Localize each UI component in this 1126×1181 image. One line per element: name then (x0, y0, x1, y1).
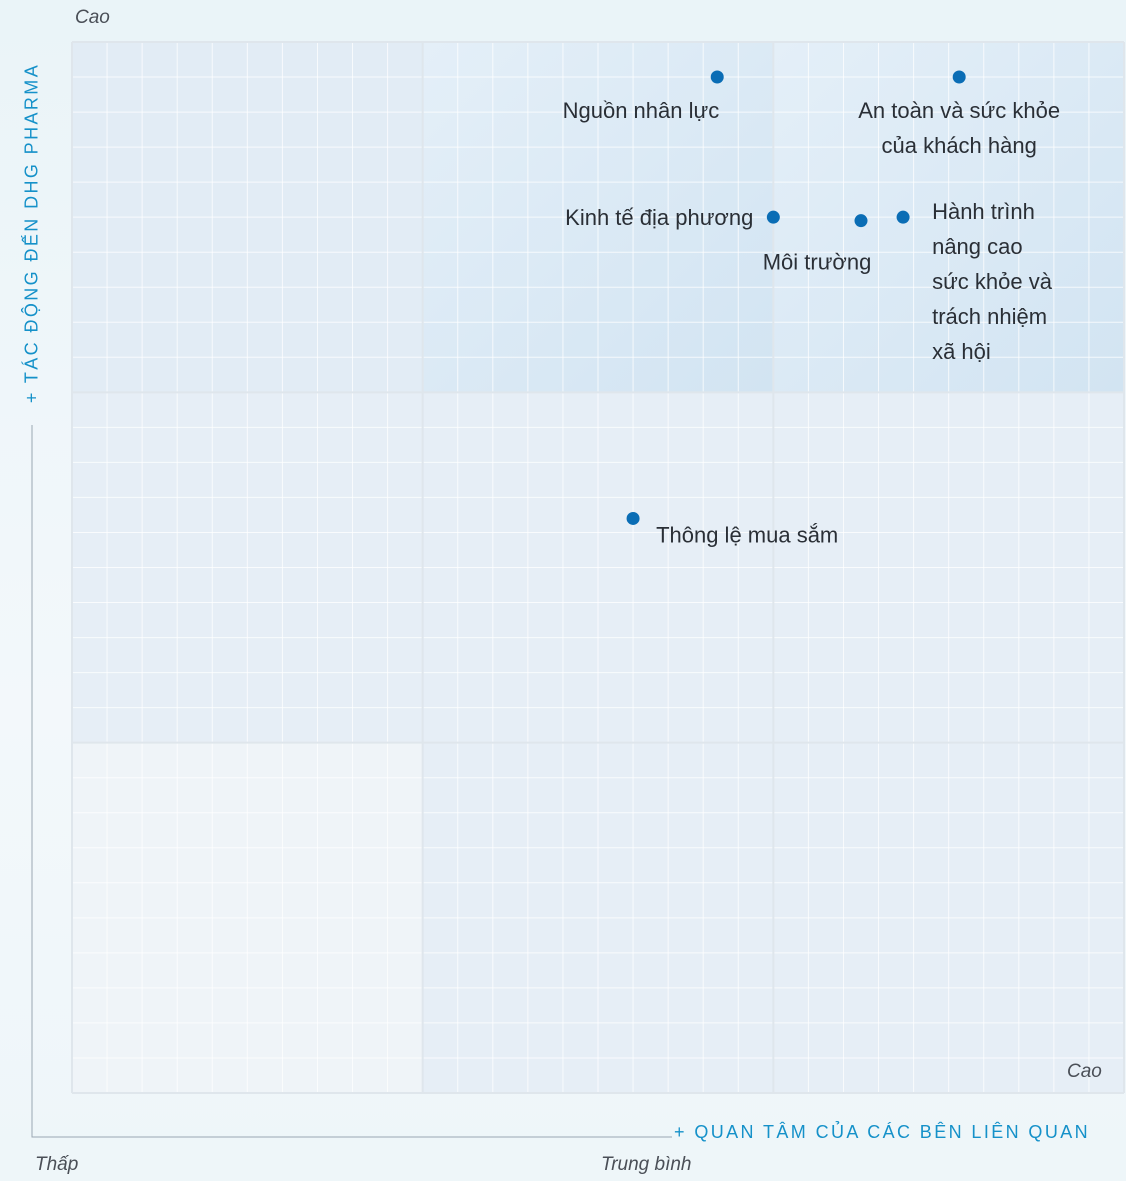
y-axis-high-label: Cao (75, 7, 110, 28)
point-label-line: của khách hàng (882, 133, 1037, 158)
data-point (854, 214, 868, 228)
x-axis-high-label: Cao (1067, 1061, 1102, 1082)
point-label: An toàn và sức khỏe của khách hàng (858, 98, 1060, 158)
data-point (896, 210, 910, 224)
point-label-line: sức khỏe và (932, 269, 1053, 294)
data-point (952, 70, 966, 84)
x-axis-title: + QUAN TÂM CỦA CÁC BÊN LIÊN QUAN (674, 1122, 1091, 1142)
point-label-line: trách nhiệm (932, 304, 1047, 329)
point-label-line: An toàn và sức khỏe (858, 98, 1060, 123)
point-label-line: Hành trình (932, 199, 1035, 224)
point-label-line: Nguồn nhân lực (563, 98, 720, 123)
data-point (626, 511, 640, 525)
point-label: Thông lệ mua sắm (656, 522, 838, 547)
point-label-line: Kinh tế địa phương (565, 205, 753, 230)
x-axis-mid-label: Trung bình (601, 1154, 692, 1175)
data-point (710, 70, 724, 84)
point-label-line: Môi trường (763, 250, 872, 275)
point-label: Môi trường (763, 250, 872, 275)
point-label: Kinh tế địa phương (565, 205, 753, 230)
point-label-line: xã hội (932, 339, 991, 364)
point-label: Hành trình nâng cao sức khỏe và trách nhiệm… (932, 199, 1053, 364)
y-axis-title: + TÁC ĐỘNG ĐẾN DHG PHARMA (21, 62, 42, 404)
point-label-line: nâng cao (932, 234, 1023, 259)
point-label: Nguồn nhân lực (563, 98, 720, 123)
data-point (766, 210, 780, 224)
axis-line (31, 425, 672, 1138)
origin-low-label: Thấp (35, 1154, 79, 1175)
point-label-line: Thông lệ mua sắm (656, 522, 838, 547)
